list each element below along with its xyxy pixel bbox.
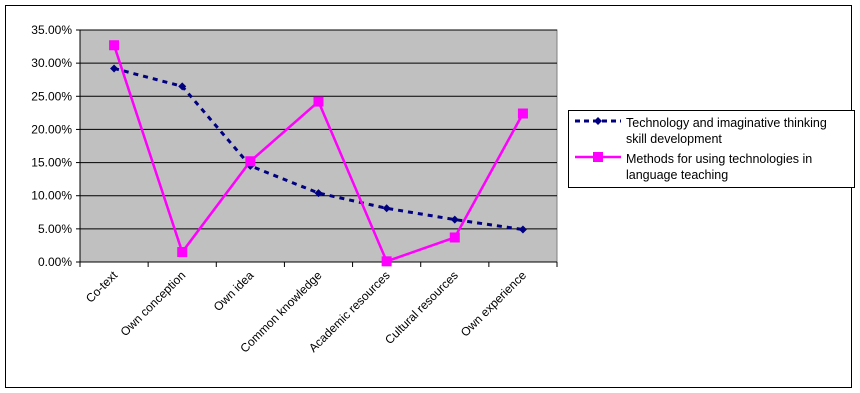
data-point-square [517,108,528,119]
legend-label: Methods for using technologies in langua… [626,152,813,182]
series-group [109,40,528,267]
x-tick-label: Own experience [458,268,529,339]
legend-key-dashed-diamond [575,117,621,125]
legend-label: Technology and imaginative thinking skil… [626,116,827,146]
y-tick-label: 20.00% [31,122,72,136]
data-point-square [245,156,256,167]
y-tick-label: 25.00% [31,89,72,103]
data-point-diamond [382,204,391,213]
data-point-diamond [110,64,119,73]
legend-key-solid-square [575,152,621,162]
data-point-square [109,40,120,51]
data-point-diamond [178,82,187,91]
data-point-square [177,247,188,258]
data-point-diamond [314,189,323,198]
x-tick-label: Cultural resources [382,268,461,347]
y-axis: 0.00% 5.00% 10.00% 15.00% 20.00% 25.00% 30.00%… [31,23,81,269]
y-tick-label: 30.00% [31,56,72,70]
y-tick-label: 15.00% [31,156,72,170]
legend: Technology and imaginative thinking skil… [568,110,855,188]
x-tick-label: Co-text [83,268,121,306]
y-tick-label: 10.00% [31,189,72,203]
data-point-diamond [450,215,459,224]
data-point-square [381,256,392,267]
y-tick-label: 35.00% [31,23,72,37]
x-tick-label: Own idea [211,268,257,314]
plot-area [79,29,558,263]
x-tick-label: Own conception [118,268,189,339]
y-tick-label: 0.00% [38,255,72,269]
y-tick-label: 5.00% [38,222,72,236]
data-point-square [313,96,324,107]
data-point-square [449,232,460,243]
data-point-diamond [518,225,527,234]
